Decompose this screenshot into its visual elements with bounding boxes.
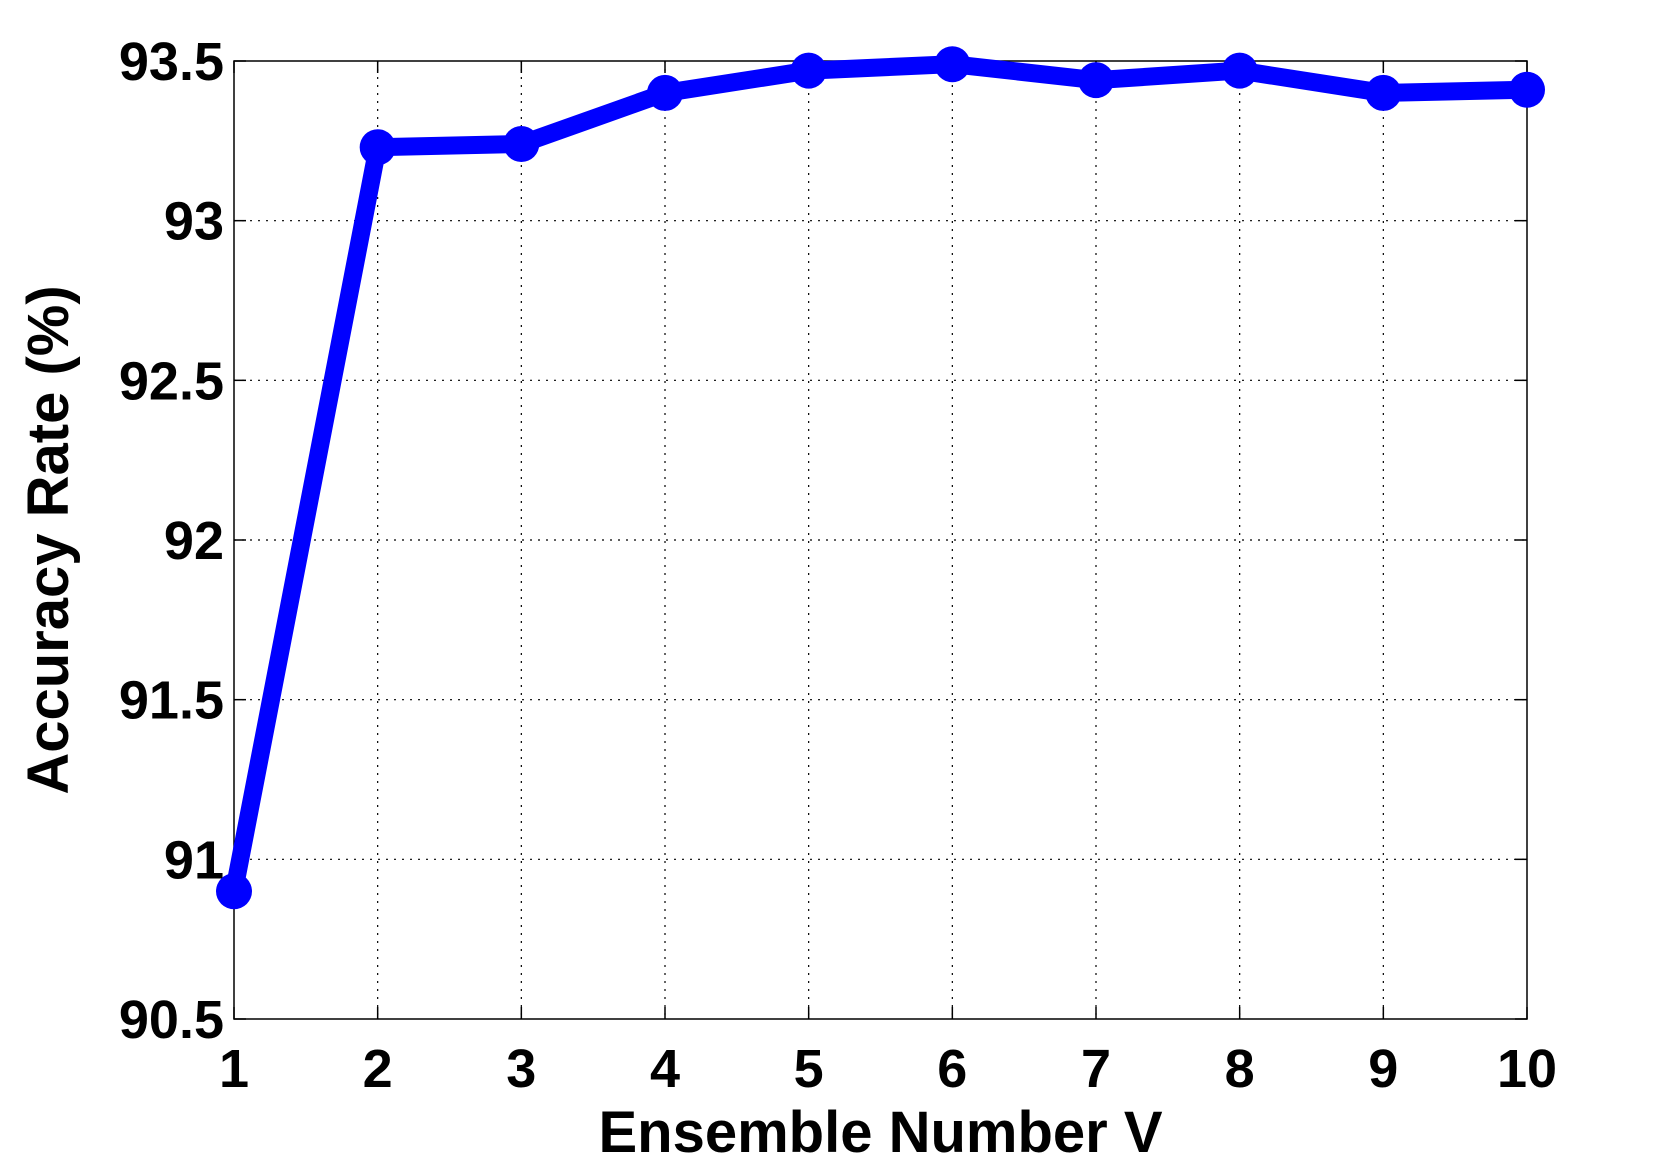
x-tick-label: 4	[650, 1039, 680, 1099]
data-point-marker	[359, 129, 396, 166]
y-tick-label: 90.5	[119, 990, 224, 1050]
y-axis-title: Accuracy Rate (%)	[16, 285, 81, 794]
y-tick-label: 93.5	[119, 32, 224, 92]
x-tick-label: 8	[1225, 1039, 1255, 1099]
data-point-marker	[934, 46, 971, 83]
y-tick-label: 92.5	[119, 351, 224, 411]
data-point-marker	[216, 873, 252, 910]
data-point-marker	[1078, 62, 1114, 99]
x-tick-label: 10	[1497, 1039, 1557, 1099]
data-point-marker	[647, 74, 683, 111]
y-tick-label: 92	[164, 511, 224, 571]
x-tick-label: 2	[363, 1039, 393, 1099]
x-tick-label: 1	[219, 1039, 249, 1099]
x-axis-title: Ensemble Number V	[598, 1100, 1162, 1159]
x-tick-label: 5	[794, 1039, 824, 1099]
data-point-marker	[790, 52, 827, 89]
data-point-marker	[1509, 71, 1545, 108]
data-point-marker	[503, 126, 540, 163]
x-tick-label: 3	[506, 1039, 536, 1099]
y-tick-labels: 90.5 91 91.5 92 92.5 93 93.5	[119, 32, 224, 1050]
data-point-marker	[1365, 74, 1402, 111]
x-tick-label: 9	[1368, 1039, 1398, 1099]
series	[216, 46, 1545, 910]
y-tick-label: 93	[164, 192, 224, 252]
y-tick-label: 91.5	[119, 671, 224, 731]
x-tick-label: 7	[1081, 1039, 1111, 1099]
x-tick-labels: 1 2 3 4 5 6 7 8 9 10	[219, 1039, 1557, 1099]
data-point-marker	[1221, 52, 1258, 89]
y-tick-label: 91	[164, 830, 224, 890]
series-line	[225, 55, 1536, 901]
x-tick-label: 6	[937, 1039, 967, 1099]
